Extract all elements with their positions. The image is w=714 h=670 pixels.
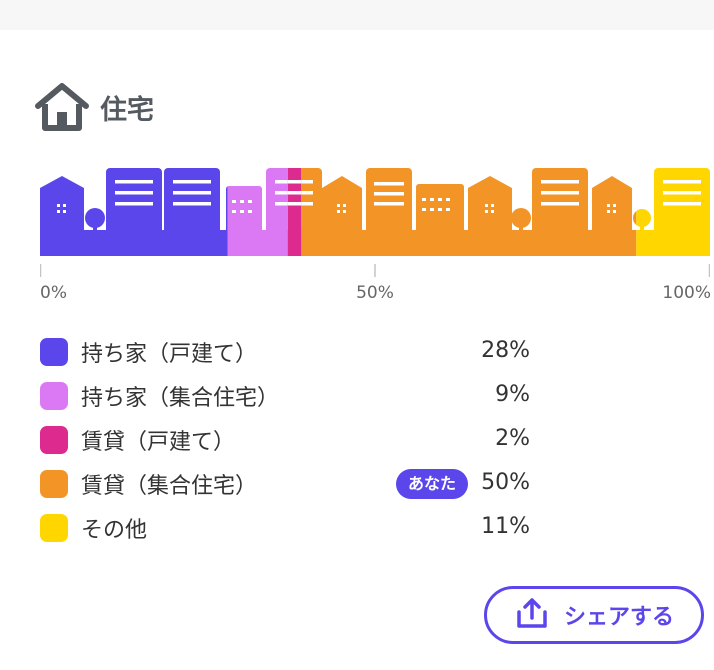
skyline-segment-1 bbox=[40, 168, 228, 256]
house-icon bbox=[34, 82, 90, 132]
legend-item: その他 11% bbox=[40, 506, 540, 550]
skyline-segment-4 bbox=[301, 168, 637, 256]
legend-item: 賃貸（集合住宅） あなた 50% bbox=[40, 462, 540, 506]
tick-label: 50% bbox=[356, 283, 394, 303]
legend-value: 2% bbox=[495, 426, 530, 451]
section-title: 住宅 bbox=[100, 94, 154, 126]
share-button[interactable]: シェアする bbox=[484, 586, 704, 644]
housing-skyline-chart bbox=[40, 168, 710, 277]
legend-label: 持ち家（戸建て） bbox=[81, 342, 258, 367]
skyline-segment-3 bbox=[287, 168, 302, 256]
legend-label: 持ち家（集合住宅） bbox=[81, 386, 280, 411]
legend-value: 50% bbox=[481, 470, 530, 495]
legend-item: 賃貸（戸建て） 2% bbox=[40, 418, 540, 462]
legend-item: 持ち家（集合住宅） 9% bbox=[40, 374, 540, 418]
top-bar bbox=[0, 0, 714, 30]
legend-swatch bbox=[40, 426, 68, 454]
legend-swatch bbox=[40, 338, 68, 366]
share-upload-icon bbox=[514, 595, 550, 635]
legend-swatch bbox=[40, 382, 68, 410]
tick-label: 0% bbox=[40, 283, 67, 303]
section-header: 住宅 bbox=[34, 80, 154, 134]
legend-value: 9% bbox=[495, 382, 530, 407]
share-label: シェアする bbox=[563, 605, 674, 630]
legend-value: 28% bbox=[481, 338, 530, 363]
legend-swatch bbox=[40, 470, 68, 498]
legend-item: 持ち家（戸建て） 28% bbox=[40, 330, 540, 374]
legend-label: 賃貸（集合住宅） bbox=[81, 474, 258, 499]
legend: 持ち家（戸建て） 28% 持ち家（集合住宅） 9% 賃貸（戸建て） 2% 賃貸（集合住宅） あ… bbox=[40, 330, 540, 550]
legend-label: その他 bbox=[81, 518, 148, 543]
legend-label: 賃貸（戸建て） bbox=[81, 430, 236, 455]
tick-label: 100% bbox=[662, 283, 711, 303]
you-badge: あなた bbox=[395, 469, 468, 499]
legend-value: 11% bbox=[481, 514, 530, 539]
legend-swatch bbox=[40, 514, 68, 542]
skyline-segment-2 bbox=[227, 168, 288, 256]
skyline-segment-5 bbox=[636, 168, 710, 256]
